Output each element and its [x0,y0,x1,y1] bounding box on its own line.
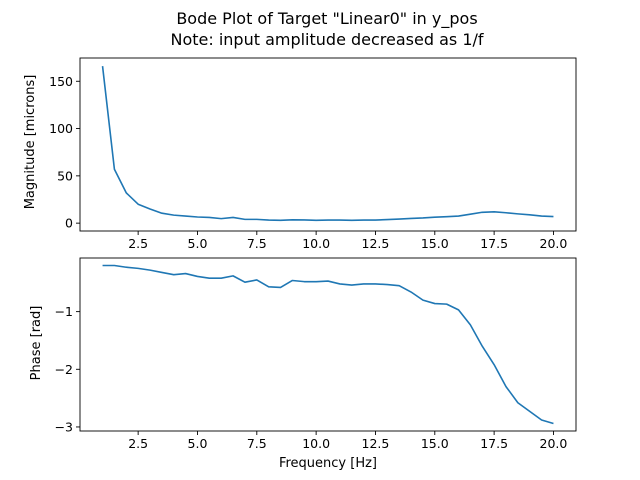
phase-series-line [102,264,554,425]
phase-axes-frame [79,257,577,432]
magnitude-y-tick-label: 100 [49,121,73,136]
phase-x-tick-label: 10.0 [302,436,330,451]
magnitude-x-tick-label: 20.0 [540,236,568,251]
magnitude-x-tick-label: 10.0 [302,236,330,251]
phase-x-tick-label: 20.0 [540,436,568,451]
phase-x-tick-label: 2.5 [128,436,148,451]
magnitude-axes-frame [79,57,577,232]
magnitude-y-tick-label: 150 [49,74,73,89]
magnitude-x-tick-label: 7.5 [247,236,267,251]
phase-x-tick-label: 12.5 [362,436,390,451]
phase-x-tick-label: 17.5 [480,436,508,451]
magnitude-x-tick-label: 5.0 [188,236,208,251]
chart-title-line-1: Bode Plot of Target "Linear0" in y_pos [176,9,477,29]
phase-y-tick-label: −3 [55,419,73,434]
phase-y-tick-label: −2 [55,362,73,377]
magnitude-subplot: 2.5 5.0 7.5 10.0 12.5 15.0 17.5 20.0 0 50 100 150 [49,57,577,251]
magnitude-y-tick-label: 0 [65,216,73,231]
chart-title-line-2: Note: input amplitude decreased as 1/f [170,30,483,49]
magnitude-y-tick-label: 50 [57,168,73,183]
phase-x-tick-label: 5.0 [188,436,208,451]
phase-y-axis-label: Phase [rad] [29,306,44,381]
magnitude-x-tick-label: 17.5 [480,236,508,251]
magnitude-x-tick-label: 15.0 [421,236,449,251]
phase-x-tick-label: 15.0 [421,436,449,451]
magnitude-x-tick-label: 12.5 [362,236,390,251]
magnitude-x-tick-label: 2.5 [128,236,148,251]
phase-y-tick-label: −1 [55,304,73,319]
frequency-x-axis-label: Frequency [Hz] [279,456,377,471]
phase-subplot: 2.5 5.0 7.5 10.0 12.5 15.0 17.5 20.0 −1 −2 −3 [55,257,577,451]
magnitude-series-line [101,66,554,222]
phase-x-tick-label: 7.5 [247,436,267,451]
magnitude-y-axis-label: Magnitude [microns] [23,75,38,210]
